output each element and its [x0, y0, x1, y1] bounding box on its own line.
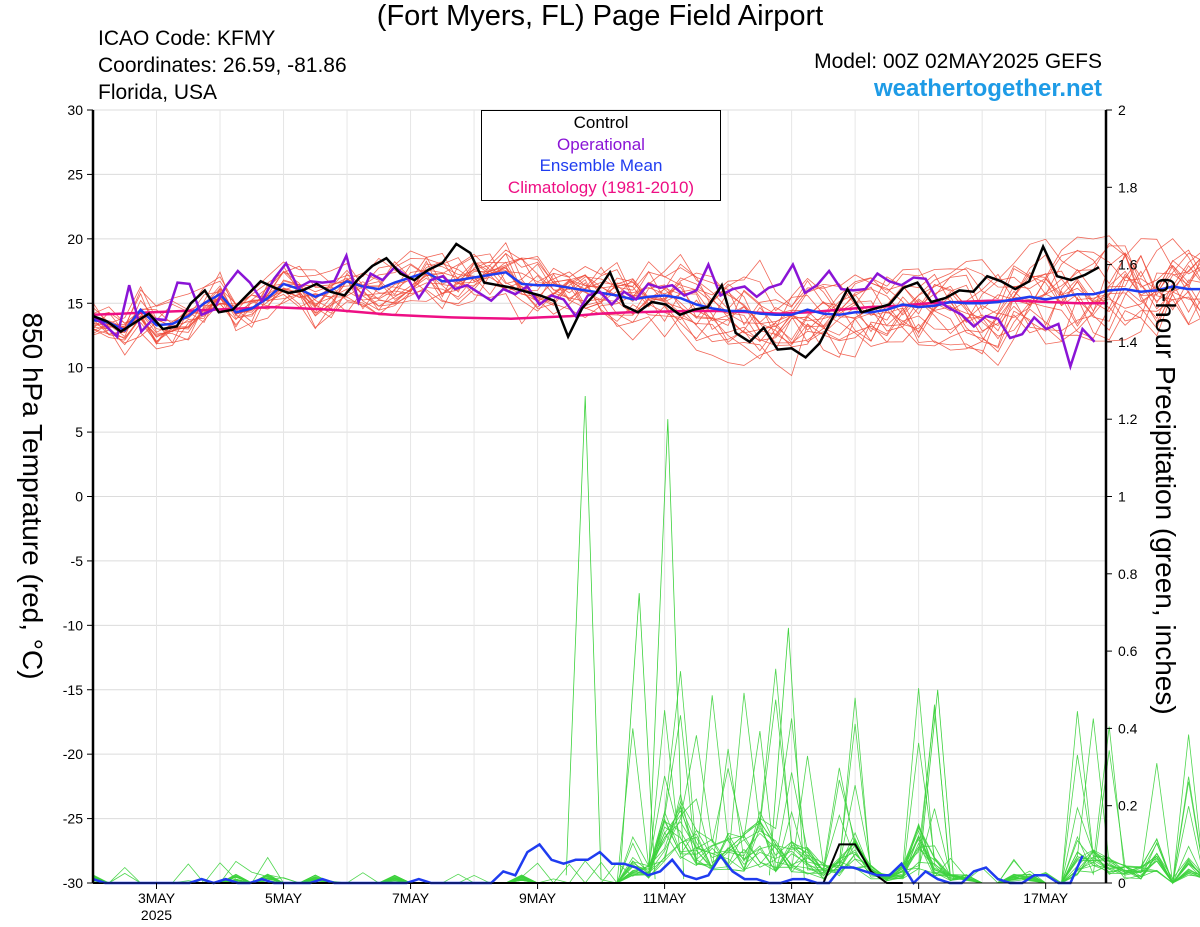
precip-member-spike	[619, 593, 656, 880]
legend-operational: Operational	[557, 134, 645, 154]
precip-member-line	[92, 718, 1200, 885]
y-tick-label-left: -25	[63, 811, 83, 827]
precip-member-spike	[769, 627, 805, 880]
precip-member-line	[92, 735, 1200, 884]
temp-member-line	[92, 261, 1200, 351]
y-tick-label-right: 0.8	[1118, 566, 1138, 582]
y-tick-label-left: 25	[67, 166, 83, 182]
precip-member-line	[92, 718, 1200, 884]
y-tick-label-right: 1.6	[1118, 257, 1138, 273]
precip-member-line	[92, 750, 1200, 884]
legend: Control Operational Ensemble Mean Climat…	[481, 110, 721, 201]
y-tick-label-left: 0	[75, 489, 83, 505]
ensemble-mean-temp-line	[92, 270, 1200, 332]
x-tick-label: 17MAY	[1023, 890, 1069, 906]
climatology-line	[92, 299, 1108, 320]
chart-axes: 302520151050-5-10-15-20-25-3021.81.61.41…	[63, 102, 1138, 923]
chart-title: (Fort Myers, FL) Page Field Airport	[376, 0, 824, 32]
y-tick-label-left: 20	[67, 231, 83, 247]
y-tick-label-right: 0.4	[1118, 720, 1138, 736]
legend-control: Control	[573, 113, 629, 132]
precip-ensemble-members	[92, 395, 1200, 885]
chart-grid	[93, 109, 1106, 884]
y-tick-label-left: -20	[63, 746, 83, 762]
precip-member-spike	[648, 419, 685, 880]
precip-member-line	[92, 734, 1200, 885]
legend-climatology: Climatology (1981-2010)	[507, 177, 695, 197]
y-tick-label-left: 10	[67, 360, 83, 376]
temp-member-line	[92, 238, 1200, 358]
y-tick-label-right: 1.8	[1118, 179, 1138, 195]
y-tick-label-left: -15	[63, 682, 83, 698]
precip-member-line	[92, 781, 1200, 885]
temp-member-line	[92, 259, 1200, 337]
coordinates: Coordinates: 26.59, -81.86	[98, 54, 347, 77]
y-tick-label-right: 0.2	[1118, 798, 1138, 814]
y-tick-label-right: 2	[1118, 102, 1126, 118]
temp-member-line	[92, 252, 1200, 346]
y-tick-label-left: 30	[67, 102, 83, 118]
main-series	[92, 242, 1200, 885]
region: Florida, USA	[98, 81, 218, 104]
icao-code: ICAO Code: KFMY	[98, 27, 276, 50]
y-tick-label-right: 0.6	[1118, 643, 1138, 659]
x-tick-label: 5MAY	[265, 890, 303, 906]
legend-ensemble-mean: Ensemble Mean	[539, 156, 663, 175]
y-tick-label-left: -30	[63, 875, 83, 891]
precip-member-line	[92, 668, 1200, 884]
temp-member-line	[92, 249, 1200, 344]
y-tick-label-left: -10	[63, 617, 83, 633]
y-tick-label-right: 1.4	[1118, 334, 1138, 350]
precip-member-spike	[918, 689, 954, 880]
precip-member-line	[92, 723, 1200, 884]
y-axis-left-label: 850 hPa Temprature (red, °C)	[17, 312, 48, 680]
y-tick-label-left: -5	[71, 553, 84, 569]
site-link[interactable]: weathertogether.net	[873, 75, 1102, 102]
ensemble-mean-precip-line	[92, 842, 1084, 885]
y-tick-label-right: 1.2	[1118, 411, 1138, 427]
y-tick-label-right: 0	[1118, 875, 1126, 891]
temp-member-line	[92, 235, 1200, 347]
precip-member-line	[92, 810, 1200, 884]
temp-member-line	[92, 256, 1200, 348]
precip-member-line	[92, 715, 1200, 884]
y-tick-label-left: 5	[75, 424, 83, 440]
precip-member-line	[92, 699, 1200, 884]
temp-member-line	[92, 258, 1200, 345]
x-tick-label: 11MAY	[643, 890, 687, 906]
x-tick-sublabel: 2025	[141, 907, 172, 923]
precip-member-spike	[565, 395, 602, 880]
y-tick-label-left: 15	[67, 295, 83, 311]
x-tick-label: 3MAY	[138, 890, 176, 906]
y-tick-label-right: 1	[1118, 489, 1126, 505]
x-tick-label: 15MAY	[896, 890, 942, 906]
precip-member-line	[92, 748, 1200, 885]
x-tick-label: 9MAY	[519, 890, 557, 906]
y-axis-right-label: 6-hour Precipitation (green, inches)	[1150, 277, 1181, 715]
control-temp-line	[92, 242, 1100, 360]
precip-member-line	[92, 710, 1200, 884]
x-tick-label: 7MAY	[392, 890, 430, 906]
model-run: Model: 00Z 02MAY2025 GEFS	[814, 50, 1102, 73]
x-tick-label: 13MAY	[769, 890, 815, 906]
